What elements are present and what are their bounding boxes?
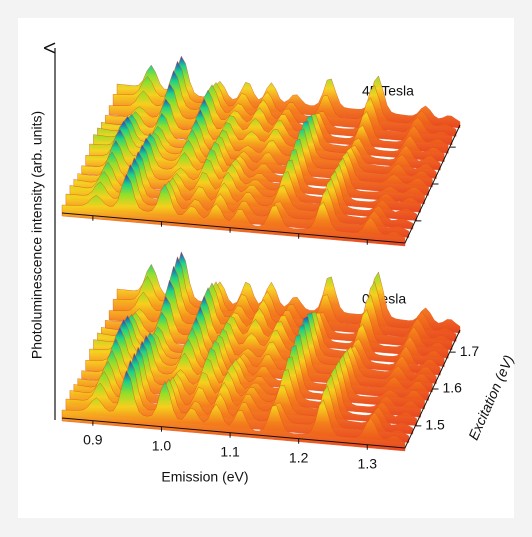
y-axis-label: Photoluminescence intensity (arb. units) <box>29 111 45 359</box>
surface-panel <box>61 55 461 247</box>
surfaces <box>61 55 461 452</box>
surface-panel <box>61 251 461 452</box>
x-axis-label: Emission (eV) <box>161 469 248 485</box>
axes: 0.9 1.0 1.1 1.2 1.3 1.5 1.6 1.7 <box>61 124 480 471</box>
x-tick-label: 1.1 <box>220 443 240 459</box>
z-tick-label: 1.6 <box>443 380 463 396</box>
z-tick-label: 1.5 <box>425 417 445 433</box>
x-tick-label: 1.0 <box>152 437 172 453</box>
surface-ridge <box>61 173 406 247</box>
axis-edge <box>61 124 461 244</box>
surface-ridge <box>61 369 406 452</box>
axis-edge <box>61 329 461 449</box>
x-tick-label: 1.3 <box>358 455 378 471</box>
z-tick-label: 1.7 <box>460 343 480 359</box>
x-tick-label: 0.9 <box>83 431 103 447</box>
x-tick-label: 1.2 <box>289 449 309 465</box>
